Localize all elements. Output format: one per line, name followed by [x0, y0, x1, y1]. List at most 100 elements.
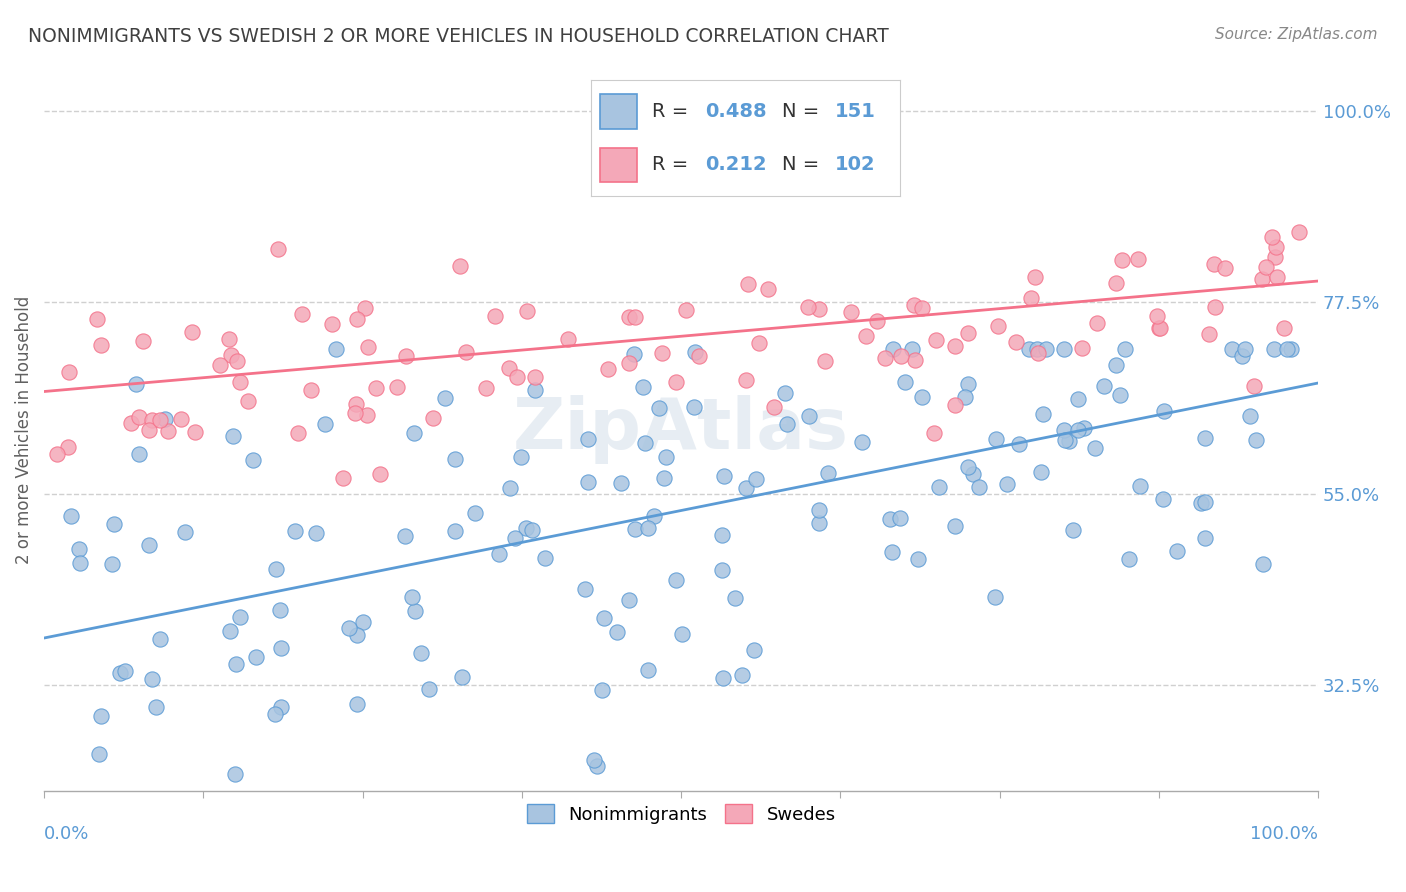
- Point: [325, 342, 347, 356]
- Point: [456, 345, 478, 359]
- Point: [879, 511, 901, 525]
- Point: [1204, 257, 1226, 271]
- Point: [498, 361, 520, 376]
- Point: [734, 481, 756, 495]
- Point: [1109, 388, 1132, 402]
- Point: [882, 342, 904, 356]
- Point: [745, 472, 768, 486]
- Point: [520, 523, 543, 537]
- Point: [90, 338, 112, 352]
- Point: [287, 425, 309, 440]
- Point: [1234, 342, 1257, 356]
- Point: [665, 375, 688, 389]
- Point: [617, 356, 640, 370]
- Text: 0.0%: 0.0%: [44, 825, 90, 843]
- Text: N =: N =: [782, 102, 825, 121]
- Point: [267, 243, 290, 257]
- Point: [901, 342, 924, 356]
- Point: [928, 480, 950, 494]
- Point: [576, 432, 599, 446]
- Point: [911, 390, 934, 404]
- Point: [510, 450, 533, 465]
- Point: [651, 346, 673, 360]
- Point: [87, 747, 110, 761]
- Point: [1024, 269, 1046, 284]
- Point: [1213, 261, 1236, 276]
- Point: [145, 700, 167, 714]
- Point: [839, 305, 862, 319]
- Point: [956, 326, 979, 341]
- Point: [357, 340, 380, 354]
- Point: [903, 298, 925, 312]
- Point: [1071, 341, 1094, 355]
- Point: [576, 475, 599, 489]
- Point: [617, 592, 640, 607]
- Point: [682, 400, 704, 414]
- Point: [904, 353, 927, 368]
- Point: [756, 281, 779, 295]
- Point: [1265, 269, 1288, 284]
- Point: [675, 303, 697, 318]
- Point: [404, 604, 426, 618]
- Point: [962, 467, 984, 481]
- Point: [1153, 404, 1175, 418]
- Point: [1118, 552, 1140, 566]
- Point: [1126, 252, 1149, 267]
- Point: [270, 699, 292, 714]
- Point: [394, 528, 416, 542]
- Point: [1026, 345, 1049, 359]
- Point: [631, 380, 654, 394]
- Point: [183, 425, 205, 440]
- Point: [984, 432, 1007, 446]
- Point: [623, 310, 645, 325]
- Point: [1084, 441, 1107, 455]
- Point: [851, 435, 873, 450]
- Point: [808, 302, 831, 317]
- Point: [924, 333, 946, 347]
- Point: [1053, 342, 1076, 356]
- Point: [69, 556, 91, 570]
- Point: [1198, 326, 1220, 341]
- Point: [173, 525, 195, 540]
- Point: [648, 401, 671, 415]
- Point: [56, 440, 79, 454]
- Point: [606, 624, 628, 639]
- Text: R =: R =: [652, 155, 695, 175]
- Point: [222, 429, 245, 443]
- Point: [855, 329, 877, 343]
- Point: [873, 351, 896, 365]
- Point: [1146, 309, 1168, 323]
- Point: [598, 361, 620, 376]
- Point: [1111, 252, 1133, 267]
- Point: [907, 551, 929, 566]
- Point: [1194, 531, 1216, 545]
- Point: [890, 349, 912, 363]
- Point: [943, 339, 966, 353]
- Point: [141, 672, 163, 686]
- Point: [1194, 495, 1216, 509]
- Point: [1275, 342, 1298, 356]
- Point: [475, 381, 498, 395]
- Point: [291, 307, 314, 321]
- Point: [395, 349, 418, 363]
- Point: [1220, 342, 1243, 356]
- Point: [1005, 334, 1028, 349]
- Text: 100.0%: 100.0%: [1250, 825, 1319, 843]
- Point: [346, 397, 368, 411]
- Y-axis label: 2 or more Vehicles in Household: 2 or more Vehicles in Household: [15, 295, 32, 564]
- Point: [60, 509, 83, 524]
- Point: [744, 643, 766, 657]
- Point: [1263, 342, 1285, 356]
- Text: 102: 102: [835, 155, 876, 175]
- Point: [1026, 342, 1049, 356]
- Point: [1105, 358, 1128, 372]
- Point: [1018, 342, 1040, 356]
- Point: [1019, 291, 1042, 305]
- Point: [808, 516, 831, 531]
- Point: [1129, 479, 1152, 493]
- Text: R =: R =: [652, 102, 695, 121]
- Point: [1251, 272, 1274, 286]
- Point: [228, 376, 250, 390]
- Point: [299, 383, 322, 397]
- Point: [557, 332, 579, 346]
